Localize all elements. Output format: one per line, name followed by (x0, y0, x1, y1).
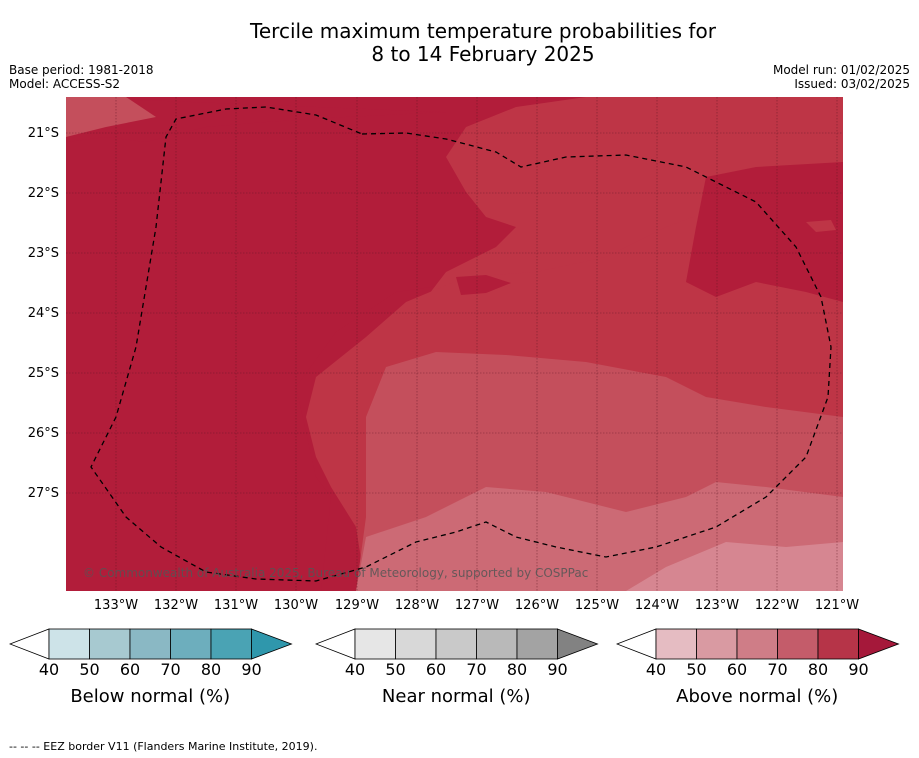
colorbar-tick-label: 60 (425, 660, 447, 679)
region-nw-light (66, 97, 156, 137)
colorbar-segment (616, 628, 657, 660)
lon-label: 131°W (213, 598, 259, 613)
colorbar-tick-label: 50 (79, 660, 100, 679)
colorbar-segment (251, 628, 293, 660)
region-40-50 (626, 542, 843, 591)
colorbar-tick-label: 80 (807, 660, 829, 679)
colorbar-segment (817, 628, 859, 660)
below-normal-label: Below normal (%) (70, 686, 231, 707)
colorbar-tick-label: 80 (506, 660, 528, 679)
colorbar-segment (395, 628, 437, 660)
colorbar-tick-label: 50 (686, 660, 707, 679)
lon-label: 127°W (454, 598, 500, 613)
colorbar-segment (210, 628, 252, 660)
colorbar-tick-label: 50 (385, 660, 406, 679)
map-title: Tercile maximum temperature probabilitie… (0, 20, 919, 66)
colorbar-segment (48, 628, 90, 660)
lon-label: 126°W (514, 598, 560, 613)
colorbar-segment (435, 628, 477, 660)
colorbar-tick-label: 80 (200, 660, 222, 679)
lat-label: 21°S (27, 126, 59, 141)
lon-label: 129°W (334, 598, 380, 613)
region-patch-east (806, 220, 836, 232)
probability-map (66, 97, 843, 591)
above-normal-label: Above normal (%) (676, 686, 839, 707)
colorbar-tick-label: 70 (466, 660, 487, 679)
region-dark-west (66, 97, 843, 591)
colorbar-tick-label: 40 (344, 660, 366, 679)
gridlines (66, 97, 843, 591)
colorbar-segment (170, 628, 212, 660)
lon-label: 124°W (634, 598, 680, 613)
colorbar-segment (516, 628, 558, 660)
lat-label: 24°S (27, 306, 59, 321)
colorbar-segment (354, 628, 396, 660)
below-normal-colorbar (9, 628, 293, 660)
map-canvas (66, 97, 843, 591)
meta-left: Base period: 1981-2018 Model: ACCESS-S2 (9, 63, 154, 91)
colorbar-tick-label: 60 (726, 660, 748, 679)
lon-label: 125°W (574, 598, 620, 613)
colorbar-tick-label: 40 (645, 660, 667, 679)
colorbar-tick-label: 90 (241, 660, 262, 679)
lon-label: 122°W (754, 598, 800, 613)
title-line-1: Tercile maximum temperature probabilitie… (250, 19, 716, 43)
colorbar-tick-label: 70 (160, 660, 181, 679)
colorbar-tick-label: 70 (767, 660, 788, 679)
colorbar-segment (655, 628, 697, 660)
region-east-dark (686, 162, 843, 302)
above-normal-colorbar (616, 628, 900, 660)
lat-label: 25°S (27, 366, 59, 381)
near-normal-colorbar (315, 628, 599, 660)
base-period: Base period: 1981-2018 (9, 63, 154, 77)
lon-label: 121°W (814, 598, 860, 613)
colorbar-tick-label: 90 (848, 660, 869, 679)
lat-label: 22°S (27, 186, 59, 201)
colorbar-segment (557, 628, 599, 660)
lat-label: 23°S (27, 246, 59, 261)
title-line-2: 8 to 14 February 2025 (371, 42, 595, 66)
colorbar-segment (129, 628, 171, 660)
lat-label: 27°S (27, 486, 59, 501)
model-name: Model: ACCESS-S2 (9, 77, 121, 91)
colorbar-segment (736, 628, 778, 660)
copyright-notice: © Commonwealth of Australia 2025, Bureau… (83, 566, 589, 580)
colorbar-tick-label: 40 (38, 660, 60, 679)
colorbar-segment (858, 628, 900, 660)
issued-date: Issued: 03/02/2025 (794, 77, 910, 91)
colorbar-segment (476, 628, 518, 660)
model-run: Model run: 01/02/2025 (772, 63, 910, 77)
region-patch (456, 275, 511, 295)
lon-label: 133°W (93, 598, 139, 613)
colorbar-tick-label: 60 (119, 660, 141, 679)
lon-label: 123°W (694, 598, 740, 613)
lon-label: 128°W (394, 598, 440, 613)
colorbar-segment (9, 628, 50, 660)
lon-label: 132°W (153, 598, 199, 613)
eez-border (90, 106, 832, 582)
near-normal-label: Near normal (%) (381, 686, 531, 707)
lon-label: 130°W (273, 598, 319, 613)
colorbar-segment (777, 628, 819, 660)
eez-footer-note: -- -- -- EEZ border V11 (Flanders Marine… (9, 740, 318, 753)
lat-label: 26°S (27, 426, 59, 441)
meta-right: Model run: 01/02/2025 Issued: 03/02/2025 (773, 63, 910, 91)
colorbar-segment (696, 628, 738, 660)
colorbar-tick-label: 90 (547, 660, 568, 679)
colorbar-segment (315, 628, 356, 660)
colorbar-segment (89, 628, 131, 660)
